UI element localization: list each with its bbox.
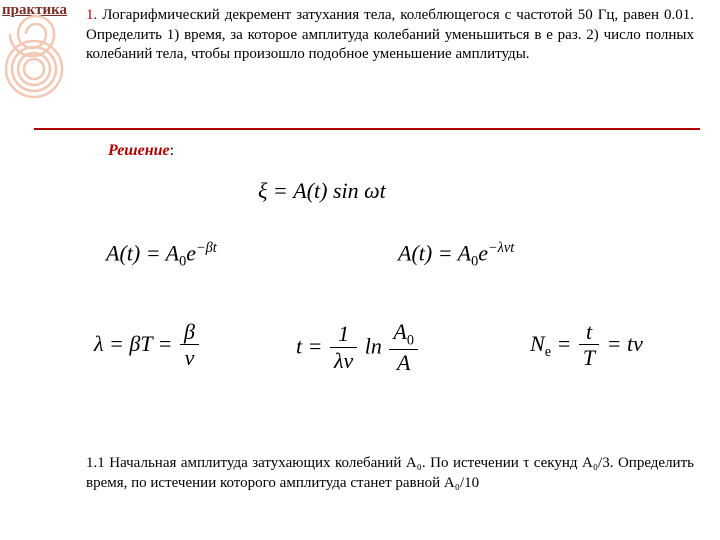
subproblem-text: 1.1 Начальная амплитуда затухающих колеб…	[86, 454, 694, 493]
equation-A-beta: A(t) = A0e−βt	[106, 240, 217, 271]
equation-xi: ξ = A(t) sin ωt	[258, 178, 386, 204]
equation-lambda: λ = βT = β ν	[94, 320, 201, 372]
equation-N: Ne = t T = tν	[530, 320, 643, 372]
problem-statement: 1. Логарифмический декремент затухания т…	[86, 6, 694, 65]
divider	[34, 128, 700, 130]
problem-number: 1.	[86, 7, 97, 23]
spiral-decoration	[0, 14, 72, 124]
equation-A-lambda: A(t) = A0e−λνt	[398, 240, 514, 271]
solution-heading: Решение:	[108, 142, 174, 160]
equation-t: t = 1 λν ln A0 A	[296, 320, 420, 377]
problem-text: Логарифмический декремент затухания тела…	[86, 7, 694, 62]
